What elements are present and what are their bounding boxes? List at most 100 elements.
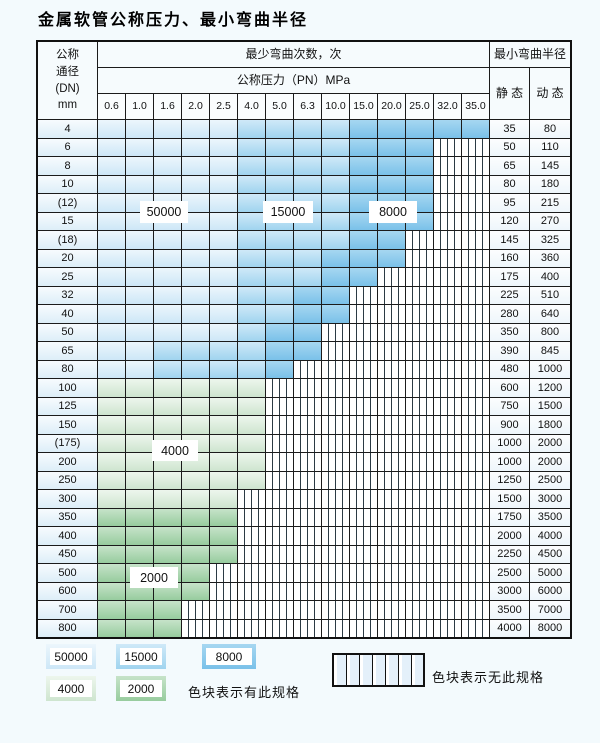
dynamic-value-cell: 7000 <box>530 601 570 619</box>
spec-cell <box>98 360 125 378</box>
dn-cell: 100 <box>38 379 97 397</box>
no-spec-cell <box>462 490 489 508</box>
spec-cell <box>182 490 209 508</box>
spec-cell <box>126 360 153 378</box>
spec-cell <box>126 157 153 175</box>
legend-swatch-8000: 8000 <box>202 644 256 669</box>
static-value-cell: 1500 <box>490 490 529 508</box>
no-spec-cell <box>434 564 461 582</box>
dn-cell: 250 <box>38 471 97 489</box>
spec-cell <box>182 582 209 600</box>
no-spec-cell <box>294 434 321 452</box>
spec-cell <box>98 582 125 600</box>
spec-cell <box>126 397 153 415</box>
spec-cell <box>98 434 125 452</box>
spec-cell <box>98 120 125 138</box>
dynamic-value-cell: 1500 <box>530 397 570 415</box>
spec-cell <box>182 416 209 434</box>
no-spec-cell <box>294 360 321 378</box>
no-spec-cell <box>434 268 461 286</box>
dynamic-value-cell: 2500 <box>530 471 570 489</box>
spec-cell <box>126 342 153 360</box>
static-value-cell: 280 <box>490 305 529 323</box>
spec-cell <box>238 379 265 397</box>
no-spec-cell <box>378 360 405 378</box>
spec-cell <box>182 194 209 212</box>
static-value-cell: 1750 <box>490 508 529 526</box>
spec-cell <box>238 397 265 415</box>
no-spec-cell <box>210 619 237 637</box>
no-spec-cell <box>378 342 405 360</box>
no-spec-cell <box>378 286 405 304</box>
static-value-cell: 145 <box>490 231 529 249</box>
no-spec-cell <box>462 212 489 230</box>
spec-cell <box>154 508 181 526</box>
no-spec-cell <box>182 601 209 619</box>
spec-cell <box>378 157 405 175</box>
spec-cell <box>210 342 237 360</box>
dynamic-value-cell: 2000 <box>530 453 570 471</box>
spec-cell <box>238 194 265 212</box>
spec-cell <box>238 120 265 138</box>
no-spec-cell <box>462 249 489 267</box>
spec-cell <box>266 120 293 138</box>
dn-cell: 700 <box>38 601 97 619</box>
spec-cell <box>154 231 181 249</box>
no-spec-cell <box>462 545 489 563</box>
no-spec-cell <box>322 564 349 582</box>
no-spec-cell <box>462 194 489 212</box>
no-spec-cell <box>294 416 321 434</box>
spec-cell <box>294 120 321 138</box>
spec-cell <box>126 379 153 397</box>
no-spec-cell <box>434 545 461 563</box>
spec-cell <box>154 360 181 378</box>
no-spec-cell <box>378 305 405 323</box>
no-spec-cell <box>350 323 377 341</box>
spec-cell <box>154 286 181 304</box>
no-spec-cell <box>322 471 349 489</box>
spec-cell <box>350 157 377 175</box>
static-value-cell: 1000 <box>490 453 529 471</box>
static-value-cell: 1000 <box>490 434 529 452</box>
no-spec-cell <box>406 286 433 304</box>
static-value-cell: 95 <box>490 194 529 212</box>
no-spec-cell <box>350 286 377 304</box>
spec-cell <box>350 268 377 286</box>
legend-has-spec-text: 色块表示有此规格 <box>188 685 301 700</box>
no-spec-cell <box>294 379 321 397</box>
no-spec-cell <box>378 490 405 508</box>
spec-cell <box>126 619 153 637</box>
dn-cell: 200 <box>38 453 97 471</box>
dn-cell: (18) <box>38 231 97 249</box>
no-spec-cell <box>462 175 489 193</box>
no-spec-cell <box>434 453 461 471</box>
no-spec-cell <box>462 527 489 545</box>
legend-swatch-50000: 50000 <box>46 644 96 669</box>
spec-cell <box>322 286 349 304</box>
no-spec-cell <box>406 305 433 323</box>
dn-cell: 500 <box>38 564 97 582</box>
spec-cell <box>238 157 265 175</box>
spec-cell <box>126 434 153 452</box>
no-spec-cell <box>266 545 293 563</box>
spec-cell <box>210 194 237 212</box>
spec-cell <box>210 545 237 563</box>
spec-cell <box>378 231 405 249</box>
no-spec-cell <box>378 527 405 545</box>
no-spec-cell <box>322 453 349 471</box>
spec-cell <box>238 360 265 378</box>
legend-swatch-label: 4000 <box>50 680 92 697</box>
cycles-count-label: 15000 <box>263 201 313 223</box>
spec-cell <box>154 323 181 341</box>
dn-cell: 6 <box>38 138 97 156</box>
spec-cell <box>154 268 181 286</box>
spec-cell <box>154 175 181 193</box>
spec-cell <box>126 508 153 526</box>
dynamic-value-cell: 8000 <box>530 619 570 637</box>
no-spec-cell <box>434 138 461 156</box>
no-spec-cell <box>350 379 377 397</box>
no-spec-cell <box>238 564 265 582</box>
no-spec-cell <box>350 434 377 452</box>
static-value-cell: 1250 <box>490 471 529 489</box>
no-spec-cell <box>322 601 349 619</box>
